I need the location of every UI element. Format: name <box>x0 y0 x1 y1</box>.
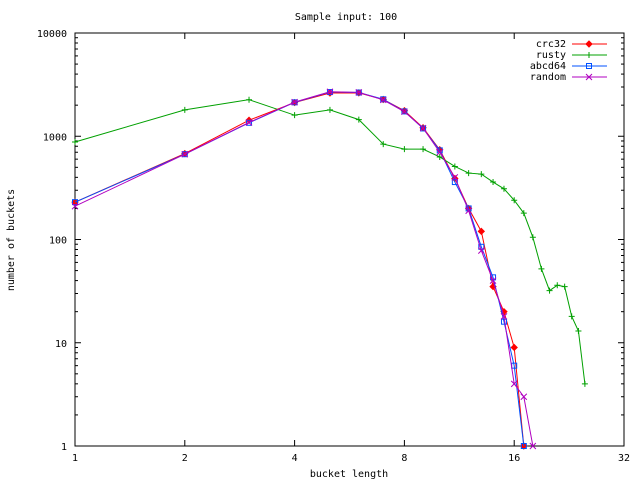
data-point-rusty <box>575 327 582 334</box>
plot-frame <box>74 32 625 447</box>
data-point-abcd64 <box>420 125 427 132</box>
x-tick-label: 32 <box>618 453 630 464</box>
data-point-rusty <box>181 106 188 113</box>
data-point-rusty <box>465 170 472 177</box>
axis-ticks: 1 2 4 8 16 32 1 10 100 1000 10000 <box>37 29 630 464</box>
series-layer <box>71 88 588 450</box>
legend-label-abcd64: abcd64 <box>530 61 566 72</box>
data-point-random <box>510 380 518 388</box>
data-point-rusty <box>380 141 387 148</box>
y-axis-label: number of buckets <box>6 189 17 291</box>
data-point-rusty <box>529 234 536 241</box>
x-axis-label: bucket length <box>310 469 388 480</box>
series-line-crc32 <box>74 92 525 447</box>
data-point-random <box>401 108 408 116</box>
data-point-rusty <box>520 210 527 217</box>
data-point-random <box>379 96 387 104</box>
data-point-crc32 <box>477 227 486 236</box>
y-tick-label: 1000 <box>43 132 67 143</box>
data-point-rusty <box>546 287 553 294</box>
data-point-abcd64 <box>451 179 458 186</box>
legend-label-crc32: crc32 <box>536 39 566 50</box>
legend-marker-random <box>585 73 593 81</box>
data-point-random <box>71 202 79 210</box>
data-point-random <box>520 393 528 401</box>
legend-label-random: random <box>530 72 566 83</box>
data-point-rusty <box>246 96 253 103</box>
data-point-random <box>477 247 485 254</box>
series-random <box>71 88 537 450</box>
data-point-rusty <box>451 163 458 170</box>
data-point-rusty <box>436 153 443 160</box>
data-point-rusty <box>401 146 408 153</box>
series-line-abcd64 <box>74 91 525 447</box>
legend-marker-abcd64 <box>586 63 592 69</box>
data-point-random <box>326 88 334 96</box>
x-tick-label: 1 <box>72 453 78 464</box>
data-point-random <box>500 313 508 320</box>
data-point-random <box>355 89 363 96</box>
data-point-abcd64 <box>401 108 408 115</box>
series-abcd64 <box>72 89 527 449</box>
data-point-abcd64 <box>246 119 253 126</box>
data-point-abcd64 <box>181 151 188 158</box>
data-point-abcd64 <box>520 443 527 449</box>
data-point-random <box>181 150 189 158</box>
data-point-random <box>291 98 298 106</box>
data-point-rusty <box>511 197 518 204</box>
series-rusty <box>72 96 588 387</box>
data-point-rusty <box>478 171 485 178</box>
data-point-rusty <box>72 138 78 145</box>
data-point-rusty <box>581 380 588 387</box>
data-point-random <box>245 119 253 126</box>
data-point-rusty <box>326 106 333 113</box>
data-point-rusty <box>538 265 545 272</box>
data-point-random <box>419 124 427 132</box>
data-point-random <box>436 148 444 156</box>
x-tick-label: 4 <box>292 453 298 464</box>
data-point-rusty <box>500 185 507 192</box>
y-tick-label: 100 <box>49 236 67 247</box>
y-tick-label: 10 <box>55 339 67 350</box>
data-point-rusty <box>420 146 427 153</box>
data-point-random <box>489 277 497 284</box>
legend-marker-crc32 <box>585 40 593 48</box>
data-point-rusty <box>291 112 298 119</box>
data-point-rusty <box>554 282 561 289</box>
legend-marker-rusty <box>586 52 592 58</box>
series-line-random <box>74 91 534 447</box>
data-point-rusty <box>490 179 497 186</box>
data-point-abcd64 <box>291 99 298 106</box>
data-point-random <box>529 442 537 450</box>
x-tick-label: 2 <box>182 453 188 464</box>
data-point-rusty <box>568 313 575 320</box>
x-tick-label: 16 <box>508 453 520 464</box>
data-point-random <box>451 173 459 181</box>
series-crc32 <box>71 89 528 450</box>
x-tick-label: 8 <box>401 453 407 464</box>
chart-title: Sample input: 100 <box>295 12 397 23</box>
data-point-abcd64 <box>72 199 78 206</box>
data-point-rusty <box>561 283 568 290</box>
data-point-random <box>465 207 472 215</box>
data-point-rusty <box>355 116 362 123</box>
y-tick-label: 10000 <box>37 29 67 40</box>
y-tick-label: 1 <box>61 442 67 453</box>
data-point-crc32 <box>510 343 518 352</box>
legend-label-rusty: rusty <box>536 50 566 61</box>
